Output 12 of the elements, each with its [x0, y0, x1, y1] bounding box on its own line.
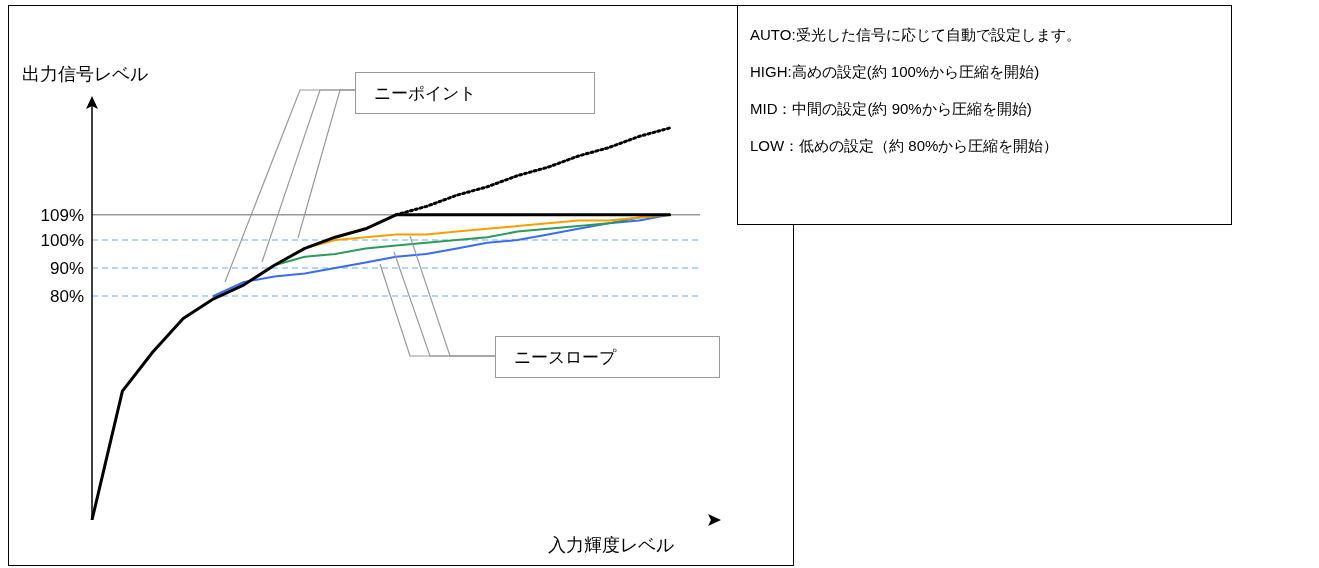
text: AUTO:受光した信号に応じて自動で設定します。: [750, 25, 1082, 45]
text: HIGH:高めの設定(約 100%から圧縮を開始): [750, 62, 1041, 82]
callout-box: ニーポイント: [355, 72, 595, 114]
y-tick-label: 100%: [40, 231, 84, 251]
y-axis-title: 出力信号レベル: [22, 63, 148, 86]
y-tick-label: 90%: [49, 259, 84, 279]
text: LOW：低めの設定（約 80%から圧縮を開始）: [750, 136, 1060, 156]
callout-box: ニースロープ: [495, 336, 720, 378]
text: MID：中間の設定(約 90%から圧縮を開始): [750, 99, 1033, 119]
y-tick-label: 109%: [40, 205, 84, 225]
y-tick-label: 80%: [49, 287, 84, 307]
x-axis-title: 入力輝度レベル: [548, 534, 674, 557]
